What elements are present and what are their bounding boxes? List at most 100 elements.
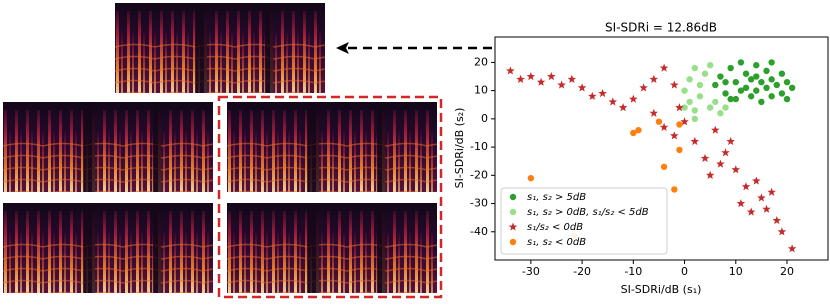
arrow-head — [336, 42, 349, 54]
point — [778, 90, 786, 97]
point — [700, 153, 710, 162]
point — [712, 81, 719, 89]
legend-marker — [509, 238, 517, 246]
point — [676, 121, 683, 128]
legend-marker — [509, 208, 517, 216]
point — [655, 118, 663, 125]
point — [753, 62, 760, 69]
point — [783, 95, 791, 103]
y-axis-label: SI-SDRi/dB (s₂) — [453, 108, 466, 189]
legend-label: s₁/s₂ < 0dB — [527, 222, 583, 233]
point — [742, 70, 750, 77]
point — [670, 80, 679, 89]
point — [649, 108, 659, 117]
point — [737, 87, 745, 94]
point — [737, 59, 745, 66]
x-tick-label: -30 — [522, 265, 540, 278]
point — [768, 59, 775, 66]
point — [557, 80, 566, 89]
point — [717, 110, 724, 117]
point — [727, 95, 734, 103]
spectrogram — [227, 203, 437, 293]
point — [711, 125, 720, 134]
point — [772, 216, 781, 225]
x-tick-label: 20 — [780, 265, 794, 278]
spectrogram — [115, 3, 325, 93]
y-tick-label: -30 — [470, 197, 488, 210]
point — [752, 176, 761, 185]
legend-label: s₁, s₂ > 5dB — [527, 192, 586, 203]
y-tick-label: 0 — [481, 112, 488, 125]
point — [675, 103, 684, 112]
x-axis-label: SI-SDRi/dB (s₁) — [621, 283, 702, 296]
x-tick-label: 10 — [729, 265, 743, 278]
point — [681, 87, 688, 94]
point — [598, 89, 607, 98]
point — [757, 193, 766, 202]
point — [577, 83, 587, 92]
point — [726, 136, 735, 146]
y-tick-label: -20 — [470, 168, 488, 181]
point — [722, 90, 729, 97]
legend-marker — [508, 222, 518, 231]
point — [763, 84, 770, 92]
point — [588, 91, 597, 100]
point — [516, 74, 525, 83]
point — [691, 64, 698, 72]
point — [567, 74, 577, 83]
point — [746, 207, 756, 216]
point — [706, 62, 714, 69]
point — [731, 165, 741, 174]
point — [691, 115, 698, 123]
point — [758, 78, 765, 86]
point — [696, 81, 704, 89]
y-tick-label: -40 — [470, 225, 488, 238]
point — [732, 95, 739, 103]
x-tick-label: 0 — [681, 265, 688, 278]
point — [608, 97, 618, 106]
legend-label: s₁, s₂ > 0dB, s₁/s₂ < 5dB — [527, 207, 649, 218]
point — [630, 129, 637, 137]
point — [763, 67, 770, 75]
point — [696, 93, 704, 100]
point — [768, 76, 775, 83]
spectrogram — [3, 203, 213, 293]
point — [741, 182, 751, 191]
point — [716, 159, 725, 168]
point — [762, 204, 771, 213]
highlight-box — [217, 95, 443, 299]
point — [778, 70, 786, 77]
point — [670, 131, 679, 140]
spectrogram — [227, 102, 437, 192]
point — [680, 117, 689, 126]
point — [506, 66, 515, 75]
y-tick-label: 10 — [474, 84, 488, 97]
legend-box — [500, 187, 668, 255]
y-tick-label: -10 — [470, 140, 488, 153]
x-tick-label: -20 — [573, 265, 591, 278]
point — [690, 136, 700, 146]
point — [736, 199, 746, 208]
point — [686, 98, 693, 106]
point — [768, 93, 775, 100]
point — [727, 64, 734, 72]
y-tick-label: 20 — [474, 55, 488, 68]
point — [788, 84, 796, 92]
legend-label: s₁, s₂ < 0dB — [527, 237, 586, 248]
point — [767, 187, 776, 196]
point — [649, 74, 659, 83]
point — [527, 174, 535, 182]
point — [717, 73, 724, 80]
point — [721, 148, 730, 157]
point — [706, 104, 714, 111]
point — [705, 170, 715, 179]
point — [618, 103, 628, 112]
point — [676, 146, 683, 154]
point — [747, 76, 755, 83]
point — [526, 72, 536, 81]
point — [701, 70, 709, 77]
point — [547, 72, 556, 81]
spectrogram — [3, 102, 213, 192]
legend-marker — [509, 193, 517, 201]
point — [686, 76, 693, 83]
